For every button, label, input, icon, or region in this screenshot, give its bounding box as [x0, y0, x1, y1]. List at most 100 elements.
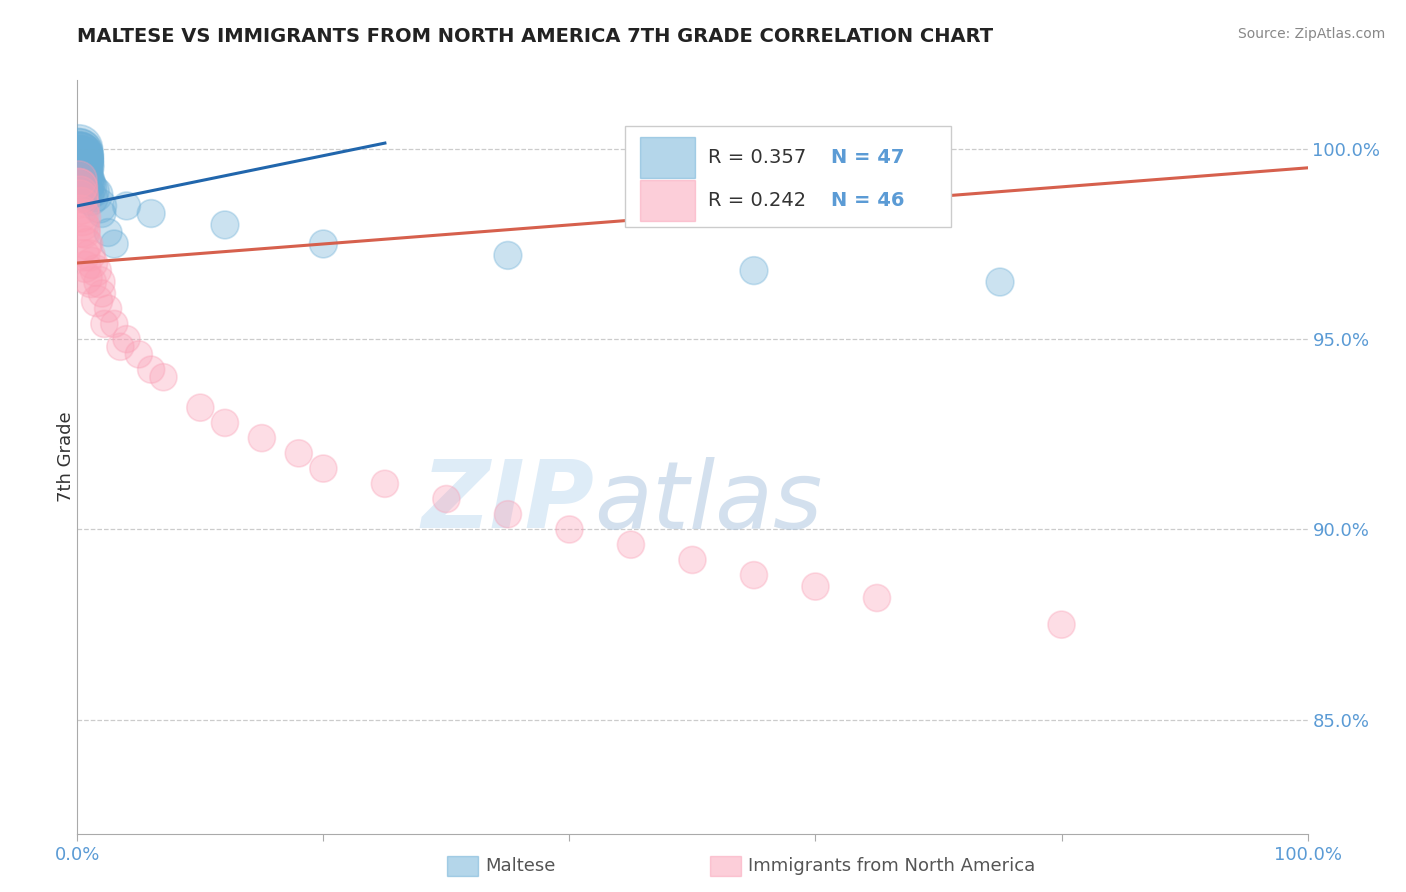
Text: ZIP: ZIP — [422, 457, 595, 549]
Point — [86, 294, 108, 309]
Point — [312, 461, 335, 475]
Point — [110, 340, 132, 354]
Point — [69, 149, 91, 163]
Point — [75, 169, 97, 183]
Text: Maltese: Maltese — [485, 857, 555, 875]
Point — [69, 145, 91, 160]
Point — [742, 568, 765, 582]
Point — [496, 508, 519, 522]
Text: MALTESE VS IMMIGRANTS FROM NORTH AMERICA 7TH GRADE CORRELATION CHART: MALTESE VS IMMIGRANTS FROM NORTH AMERICA… — [77, 27, 994, 45]
Point — [69, 164, 91, 178]
Point — [67, 172, 90, 186]
Point — [97, 301, 120, 316]
Point — [76, 271, 98, 285]
Point — [115, 199, 138, 213]
Point — [374, 476, 396, 491]
Point — [141, 362, 163, 376]
Point — [73, 248, 96, 262]
Point — [70, 199, 93, 213]
Point — [70, 169, 93, 183]
Point — [75, 164, 97, 178]
FancyBboxPatch shape — [640, 136, 695, 178]
Point — [76, 237, 98, 252]
Point — [866, 591, 889, 605]
Point — [67, 179, 90, 194]
Point — [79, 248, 101, 262]
Point — [67, 179, 90, 194]
Point — [103, 317, 125, 331]
Point — [69, 157, 91, 171]
Point — [141, 206, 163, 220]
Point — [69, 157, 91, 171]
Point — [77, 176, 100, 190]
Point — [69, 187, 91, 202]
Point — [69, 206, 91, 220]
Point — [188, 401, 212, 415]
Point — [73, 164, 96, 178]
Point — [80, 191, 103, 205]
Point — [80, 275, 103, 289]
Text: N = 46: N = 46 — [831, 192, 905, 211]
Point — [70, 157, 93, 171]
Point — [84, 263, 107, 277]
Point — [72, 237, 94, 252]
Point — [70, 221, 93, 235]
Point — [742, 263, 765, 277]
Point — [67, 145, 90, 160]
Text: Source: ZipAtlas.com: Source: ZipAtlas.com — [1237, 27, 1385, 41]
FancyBboxPatch shape — [640, 180, 695, 221]
Point — [67, 149, 90, 163]
Text: R = 0.242: R = 0.242 — [709, 192, 807, 211]
Point — [97, 226, 120, 240]
Point — [70, 153, 93, 168]
Point — [73, 161, 96, 175]
Point — [73, 226, 96, 240]
Point — [84, 187, 107, 202]
Point — [152, 370, 174, 384]
Point — [75, 260, 97, 274]
Point — [69, 153, 91, 168]
Point — [70, 211, 93, 225]
Point — [1050, 617, 1073, 632]
Point — [214, 416, 236, 430]
Point — [436, 491, 458, 506]
Point — [67, 142, 90, 156]
Point — [70, 172, 93, 186]
Text: N = 47: N = 47 — [831, 148, 905, 168]
Point — [72, 176, 94, 190]
Point — [69, 161, 91, 175]
Point — [89, 275, 111, 289]
Point — [67, 153, 90, 168]
Point — [558, 523, 581, 537]
Point — [312, 237, 335, 252]
Point — [76, 187, 98, 202]
Point — [89, 199, 111, 213]
Point — [69, 191, 91, 205]
Point — [90, 206, 114, 220]
Point — [67, 149, 90, 163]
Point — [82, 256, 104, 270]
Text: atlas: atlas — [595, 457, 823, 548]
Point — [67, 153, 90, 168]
Point — [90, 286, 114, 301]
Point — [72, 161, 94, 175]
Point — [75, 184, 97, 198]
Point — [70, 161, 93, 175]
FancyBboxPatch shape — [624, 126, 950, 227]
Point — [82, 184, 104, 198]
Text: Immigrants from North America: Immigrants from North America — [748, 857, 1035, 875]
Point — [620, 538, 643, 552]
Point — [250, 431, 273, 445]
Point — [288, 446, 311, 460]
Point — [496, 248, 519, 262]
Point — [93, 317, 115, 331]
Point — [804, 580, 827, 594]
Point — [214, 218, 236, 232]
Point — [988, 275, 1011, 289]
Point — [103, 237, 125, 252]
Point — [72, 218, 94, 232]
Point — [67, 145, 90, 160]
Point — [73, 179, 96, 194]
Y-axis label: 7th Grade: 7th Grade — [58, 412, 75, 502]
Text: R = 0.357: R = 0.357 — [709, 148, 807, 168]
